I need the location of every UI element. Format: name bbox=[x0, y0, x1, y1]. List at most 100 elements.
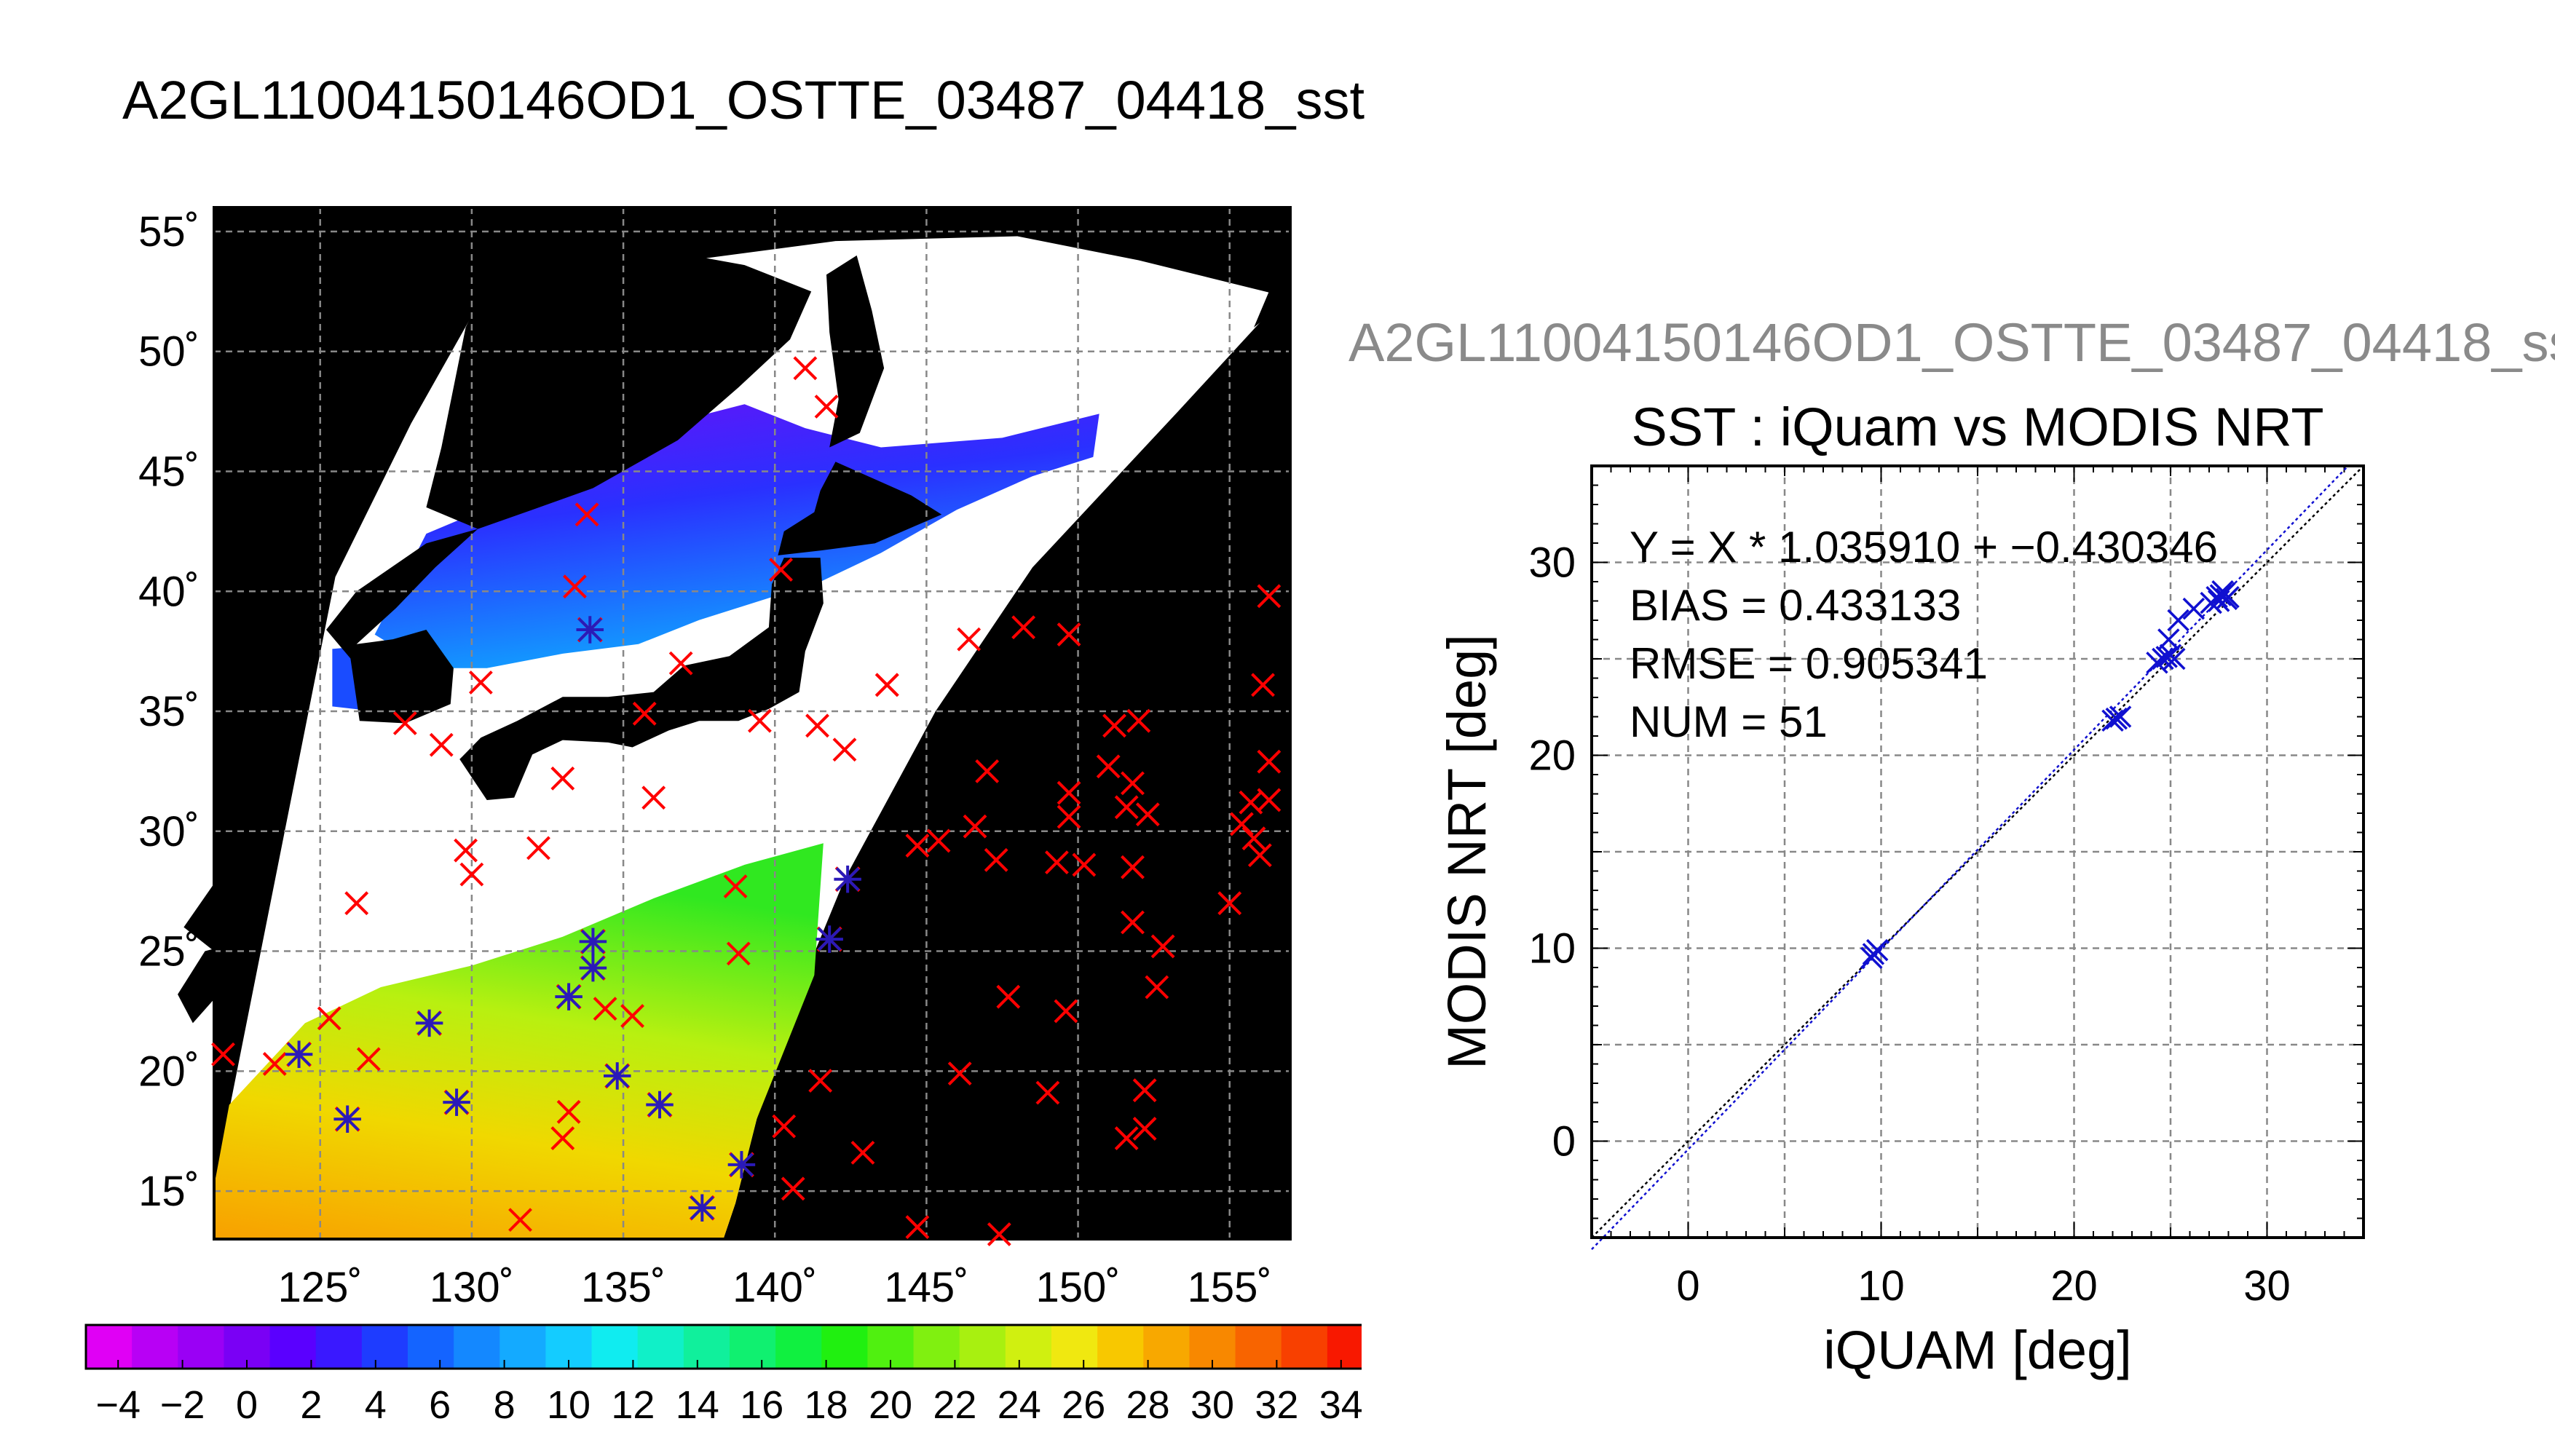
buoy-marker bbox=[574, 502, 599, 527]
matched-marker bbox=[415, 1009, 443, 1037]
buoy-marker bbox=[975, 759, 1000, 783]
colorbar-tick-label: −4 bbox=[95, 1383, 141, 1427]
buoy-marker bbox=[963, 814, 987, 839]
sst-map-chart: 125˚ 130˚ 135˚ 140˚ 145˚ 150˚ 155˚ 15˚ 20˚ 25˚ 30˚… bbox=[84, 206, 1362, 1427]
map-grid bbox=[214, 207, 1290, 1239]
sst-north-band bbox=[374, 404, 1099, 668]
colorbar-segment bbox=[1005, 1325, 1052, 1369]
buoy-marker bbox=[454, 838, 478, 863]
buoy-marker bbox=[556, 1099, 581, 1124]
buoy-marker bbox=[1121, 910, 1145, 935]
scatter-point bbox=[2146, 652, 2168, 674]
buoy-marker bbox=[1251, 673, 1275, 697]
colorbar-segment bbox=[86, 1325, 133, 1369]
map-y-tick-label: 20˚ bbox=[138, 1048, 200, 1095]
land-china-coast bbox=[183, 783, 236, 951]
buoy-marker bbox=[1057, 804, 1081, 829]
colorbar-segment bbox=[1281, 1325, 1328, 1369]
buoy-marker bbox=[392, 711, 417, 735]
land-taiwan bbox=[178, 946, 224, 1024]
map-title: A2GL11004150146OD1_OSTTE_03487_04418_sst bbox=[122, 70, 1365, 130]
buoy-marker bbox=[781, 1176, 805, 1201]
map-x-tick-label: 145˚ bbox=[884, 1264, 968, 1311]
buoy-marker bbox=[641, 786, 666, 810]
buoy-marker bbox=[1011, 615, 1036, 640]
matched-marker bbox=[285, 1040, 313, 1069]
colorbar-segment bbox=[821, 1325, 868, 1369]
scatter-point bbox=[2101, 709, 2124, 732]
map-frame bbox=[213, 206, 1292, 1241]
scatter-point bbox=[2155, 646, 2178, 668]
buoy-marker bbox=[1257, 584, 1282, 609]
buoy-marker bbox=[984, 847, 1008, 872]
scatter-grid bbox=[1592, 466, 2364, 1238]
buoy-marker bbox=[926, 828, 951, 853]
buoy-marker bbox=[1121, 771, 1145, 796]
colorbar-segment bbox=[1051, 1325, 1098, 1369]
buoy-marker bbox=[429, 732, 454, 757]
scatter-point bbox=[2211, 580, 2234, 603]
colorbar-segment bbox=[178, 1325, 224, 1369]
colorbar-tick-label: 10 bbox=[547, 1383, 591, 1427]
colorbar-tick-label: 20 bbox=[869, 1383, 912, 1427]
colorbar-segment bbox=[730, 1325, 776, 1369]
colorbar-segment bbox=[361, 1325, 408, 1369]
map-x-tick-label: 155˚ bbox=[1188, 1264, 1272, 1311]
scatter-x-tick-label: 30 bbox=[2243, 1262, 2291, 1310]
buoy-marker bbox=[620, 1004, 644, 1028]
colorbar-segment bbox=[315, 1325, 363, 1369]
land-russia-coast bbox=[426, 245, 812, 529]
buoy-marker bbox=[550, 766, 575, 791]
buoy-marker bbox=[1057, 780, 1081, 805]
colorbar-segment bbox=[775, 1325, 822, 1369]
scatter-point bbox=[2163, 647, 2186, 670]
colorbar-segment bbox=[269, 1325, 317, 1369]
buoy-marker bbox=[1229, 812, 1254, 836]
buoy-marker bbox=[1132, 1078, 1157, 1103]
colorbar-tick-label: 28 bbox=[1126, 1383, 1170, 1427]
buoy-marker bbox=[1045, 850, 1069, 875]
colorbar-tick-label: −2 bbox=[160, 1383, 205, 1427]
colorbar-frame bbox=[84, 1324, 1362, 1370]
buoy-marker bbox=[1096, 754, 1121, 779]
map-x-tick-label: 140˚ bbox=[732, 1264, 817, 1311]
buoy-marker bbox=[1241, 826, 1266, 851]
buoy-marker bbox=[814, 395, 839, 419]
buoy-marker bbox=[262, 1052, 287, 1076]
land-kamchatka-edge bbox=[1254, 284, 1290, 328]
scatter-points bbox=[1860, 580, 2240, 969]
buoy-marker bbox=[805, 713, 829, 738]
land-korea bbox=[326, 529, 478, 724]
buoy-marker bbox=[1114, 1126, 1139, 1151]
buoy-marker bbox=[1054, 999, 1078, 1024]
buoy-marker bbox=[850, 1140, 875, 1165]
buoy-marker bbox=[1217, 891, 1242, 916]
colorbar-tick-label: 30 bbox=[1190, 1383, 1234, 1427]
buoy-marker bbox=[1035, 1080, 1060, 1105]
colorbar-segment bbox=[591, 1325, 639, 1369]
colorbar-segment bbox=[1235, 1325, 1282, 1369]
colorbar-segment bbox=[499, 1325, 546, 1369]
buoy-marker bbox=[468, 670, 493, 695]
map-y-tick-label: 50˚ bbox=[138, 328, 200, 376]
colorbar-tick-label: 4 bbox=[365, 1383, 387, 1427]
scatter-header-title: A2GL11004150146OD1_OSTTE_03487_04418_sst bbox=[1348, 312, 2555, 373]
buoy-marker bbox=[747, 708, 772, 733]
scatter-point bbox=[1862, 943, 1885, 965]
scatter-chart: 0 10 20 30 0 10 20 30 SST : iQuam vs MODIS NRT iQ… bbox=[1437, 397, 2365, 1380]
fit-line bbox=[1591, 465, 2349, 1251]
colorbar-segment bbox=[454, 1325, 500, 1369]
buoy-marker bbox=[459, 862, 484, 887]
map-y-tick-label: 35˚ bbox=[138, 688, 200, 735]
scatter-stat-annotation: RMSE = 0.905341 bbox=[1630, 639, 1988, 688]
matched-marker bbox=[579, 954, 607, 982]
buoy-marker bbox=[726, 941, 751, 966]
scatter-point bbox=[2215, 587, 2238, 611]
map-y-tick-label: 30˚ bbox=[138, 808, 200, 855]
map-y-tick-label: 15˚ bbox=[138, 1168, 200, 1215]
map-y-tick-label: 45˚ bbox=[138, 448, 200, 495]
scatter-y-axis-label: MODIS NRT [deg] bbox=[1437, 634, 1497, 1069]
colorbar-tick-label: 0 bbox=[236, 1383, 258, 1427]
colorbar-tick-label: 32 bbox=[1255, 1383, 1298, 1427]
